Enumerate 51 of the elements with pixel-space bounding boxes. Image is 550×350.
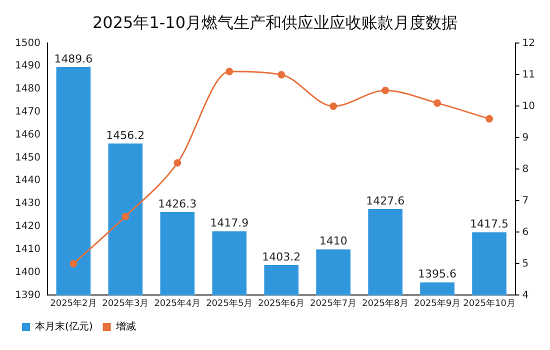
point (382, 86, 390, 94)
y-tick-label: 1470 (14, 106, 40, 118)
x-tick-label: 2025年9月 (414, 298, 461, 309)
y-tick-label: 1400 (14, 266, 40, 278)
point (486, 115, 494, 123)
y2-tick-label: 5 (522, 258, 529, 270)
x-tick-label: 2025年8月 (362, 298, 409, 309)
point (434, 99, 442, 107)
data-label: 1456.2 (106, 128, 145, 142)
y-tick-label: 1440 (14, 175, 40, 186)
point (330, 102, 338, 110)
data-label: 1489.6 (54, 52, 93, 66)
y-tick-label: 1450 (14, 152, 40, 164)
point (278, 70, 286, 78)
x-tick-label: 2025年4月 (154, 298, 201, 309)
chart-title: 2025年1-10月燃气生产和供应业应收账款月度数据 (92, 12, 458, 32)
point (226, 68, 234, 76)
x-tick-label: 2025年6月 (258, 298, 305, 309)
point (174, 159, 182, 167)
y2-tick-label: 10 (522, 100, 536, 112)
y2-tick-label: 8 (522, 164, 529, 175)
y2-tick-label: 7 (522, 195, 529, 206)
x-tick-label: 2025年5月 (206, 298, 253, 309)
y2-tick-label: 6 (522, 226, 529, 238)
y-tick-label: 1390 (14, 290, 40, 301)
y-tick-label: 1430 (14, 198, 40, 210)
point (70, 260, 78, 268)
legend-label: 增减 (114, 320, 136, 333)
y2-tick-label: 11 (522, 69, 536, 80)
y2-tick-label: 12 (522, 38, 536, 49)
x-tick-label: 2025年2月 (50, 298, 97, 309)
x-tick-label: 2025年3月 (102, 298, 149, 309)
x-tick-label: 2025年7月 (310, 298, 357, 309)
data-label: 1417.5 (470, 218, 509, 231)
y-tick-label: 1420 (14, 221, 40, 232)
data-label: 1410 (319, 234, 348, 248)
y-tick-label: 1500 (14, 38, 40, 49)
y-tick-label: 1490 (14, 60, 40, 72)
legend-label: 本月末(亿元) (35, 320, 93, 333)
y-tick-label: 1410 (14, 244, 40, 255)
x-tick-label: 2025年10月 (463, 298, 516, 309)
y2-tick-label: 9 (522, 132, 529, 144)
y2-tick-label: 4 (522, 290, 529, 301)
data-label: 1417.9 (210, 216, 249, 230)
y-tick-label: 1480 (14, 84, 40, 95)
data-label: 1426.3 (158, 197, 197, 210)
data-label: 1403.2 (262, 250, 301, 264)
point (122, 212, 130, 220)
y-tick-label: 1460 (14, 129, 40, 140)
data-label: 1395.6 (418, 268, 457, 281)
data-label: 1427.6 (366, 194, 405, 208)
